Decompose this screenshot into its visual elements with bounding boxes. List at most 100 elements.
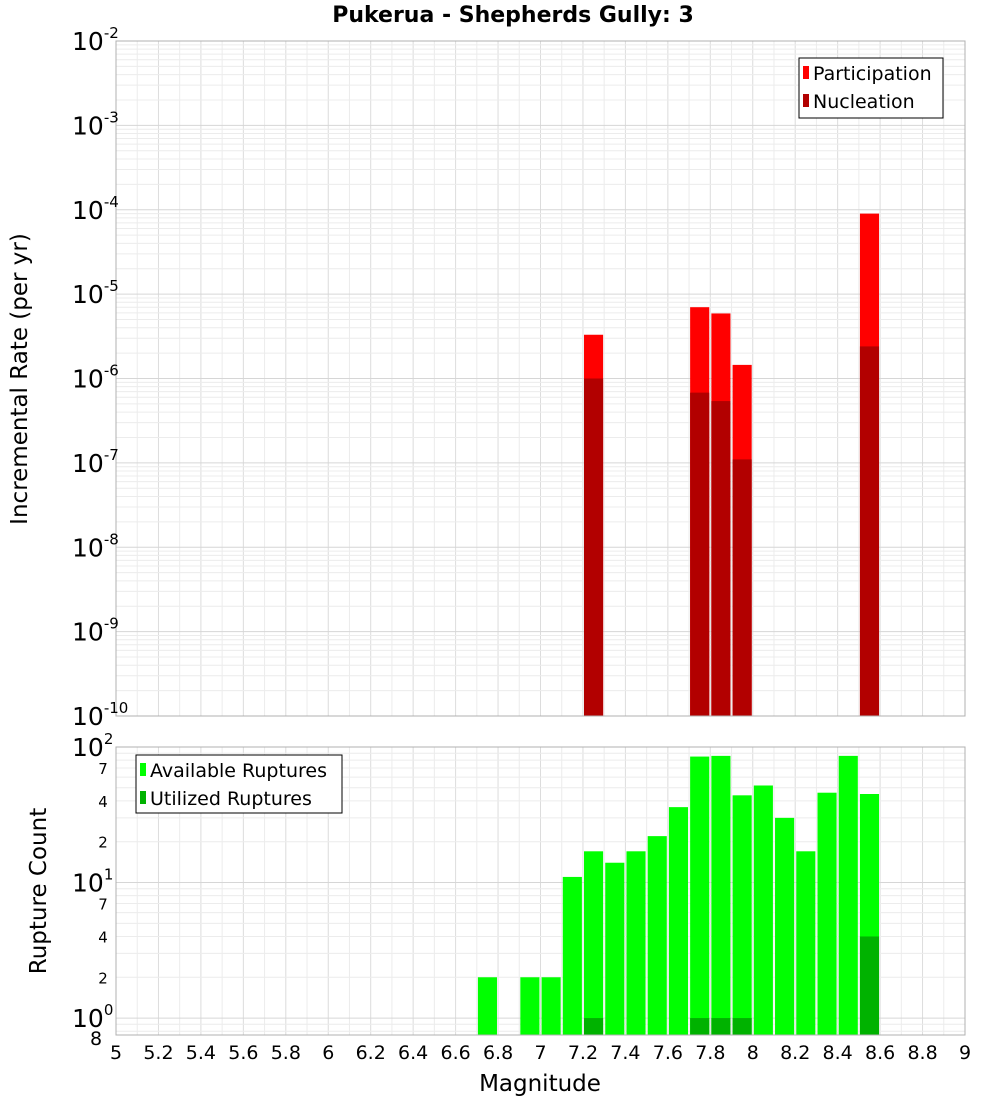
top-y-tick-exponent: -5 bbox=[104, 277, 119, 295]
x-tick-label: 6 bbox=[322, 1042, 334, 1064]
x-tick-label: 7 bbox=[534, 1042, 546, 1064]
bottom-y-tick-base: 10 bbox=[72, 1004, 104, 1033]
available-ruptures-bar bbox=[690, 756, 710, 1035]
utilized-ruptures-bar bbox=[732, 1018, 752, 1035]
nucleation-bar bbox=[690, 392, 710, 716]
bottom-y-tick-exponent: 2 bbox=[104, 730, 114, 748]
legend-label-nucleation: Nucleation bbox=[813, 91, 915, 113]
available-ruptures-bar bbox=[477, 977, 497, 1035]
x-tick-label: 7.8 bbox=[695, 1042, 725, 1064]
top-y-tick-label: 10-10 bbox=[72, 699, 128, 731]
bottom-y-minor-tick-label: 4 bbox=[98, 928, 108, 946]
bottom-y-tick-exponent: 0 bbox=[104, 1001, 114, 1019]
bottom-bars bbox=[477, 755, 880, 1035]
top-y-tick-base: 10 bbox=[72, 196, 104, 225]
available-ruptures-bar bbox=[838, 755, 858, 1035]
top-y-tick-exponent: -3 bbox=[104, 108, 119, 126]
x-tick-label: 8.6 bbox=[865, 1042, 895, 1064]
x-tick-labels: 5 5.2 5.4 5.6 5.8 6 6.2 6.4 6.6 6.8 7 7.2 7.4 7.6 7.8 8… bbox=[110, 1042, 971, 1064]
top-y-tick-exponent: -10 bbox=[104, 699, 129, 717]
x-tick-label: 6.2 bbox=[356, 1042, 386, 1064]
top-y-tick-exponent: -8 bbox=[104, 530, 119, 548]
available-ruptures-bar bbox=[796, 851, 816, 1035]
chart-title: Pukerua - Shepherds Gully: 3 bbox=[332, 3, 694, 28]
top-y-tick-base: 10 bbox=[72, 702, 104, 731]
top-y-tick-base: 10 bbox=[72, 449, 104, 478]
bottom-y-tick-label: 101 bbox=[72, 866, 113, 898]
legend-swatch-utilized bbox=[140, 791, 146, 804]
legend-swatch-nucleation bbox=[803, 94, 809, 107]
x-tick-label: 5.4 bbox=[186, 1042, 216, 1064]
utilized-ruptures-bar bbox=[690, 1018, 710, 1035]
x-tick-label: 7.4 bbox=[610, 1042, 640, 1064]
top-y-tick-label: 10-4 bbox=[72, 193, 119, 225]
available-ruptures-bar bbox=[626, 851, 646, 1035]
x-tick-label: 8.2 bbox=[780, 1042, 810, 1064]
top-y-tick-base: 10 bbox=[72, 618, 104, 647]
available-ruptures-bar bbox=[562, 876, 582, 1035]
x-axis-title: Magnitude bbox=[479, 1071, 601, 1097]
top-y-tick-base: 10 bbox=[72, 27, 104, 56]
bottom-y-minor-tick-label: 7 bbox=[98, 896, 108, 914]
available-ruptures-bar bbox=[711, 755, 731, 1035]
x-tick-label: 8.4 bbox=[823, 1042, 853, 1064]
available-ruptures-bar bbox=[605, 862, 625, 1035]
bottom-y-tick-base: 10 bbox=[72, 733, 104, 762]
available-ruptures-bar bbox=[520, 977, 540, 1035]
top-y-tick-label: 10-6 bbox=[72, 362, 119, 394]
top-y-tick-label: 10-2 bbox=[72, 24, 119, 56]
bottom-y-minor-tick-label: 2 bbox=[98, 969, 108, 987]
top-legend: Participation Nucleation bbox=[798, 57, 944, 119]
top-y-tick-exponent: -4 bbox=[104, 193, 119, 211]
top-y-tick-exponent: -9 bbox=[104, 615, 119, 633]
top-y-tick-label: 10-9 bbox=[72, 615, 119, 647]
available-ruptures-bar bbox=[753, 785, 773, 1035]
utilized-ruptures-bar bbox=[711, 1018, 731, 1035]
x-tick-label: 9 bbox=[959, 1042, 971, 1064]
bottom-y-tick-exponent: 1 bbox=[104, 866, 114, 884]
x-tick-label: 7.2 bbox=[568, 1042, 598, 1064]
available-ruptures-bar bbox=[584, 851, 604, 1035]
bottom-y-minor-tick-label: 2 bbox=[98, 834, 108, 852]
x-tick-label: 6.4 bbox=[398, 1042, 428, 1064]
x-tick-label: 5.6 bbox=[228, 1042, 258, 1064]
available-ruptures-bar bbox=[541, 977, 561, 1035]
bottom-y-axis-title: Rupture Count bbox=[26, 808, 52, 974]
legend-label-utilized: Utilized Ruptures bbox=[150, 788, 312, 810]
legend-label-available: Available Ruptures bbox=[150, 760, 327, 782]
bottom-plot-frame bbox=[115, 746, 966, 1036]
top-y-tick-base: 10 bbox=[72, 111, 104, 140]
utilized-ruptures-bar bbox=[584, 1018, 604, 1035]
nucleation-bar bbox=[859, 346, 880, 716]
available-ruptures-bar bbox=[668, 807, 689, 1035]
bottom-y-minor-tick-label: 7 bbox=[98, 760, 108, 778]
bottom-y-tick-label: 100 bbox=[72, 1001, 113, 1033]
top-y-tick-exponent: -7 bbox=[104, 446, 119, 464]
legend-swatch-participation bbox=[803, 66, 809, 79]
top-bars bbox=[584, 213, 880, 717]
bottom-y-tick-base: 10 bbox=[72, 869, 104, 898]
top-y-tick-base: 10 bbox=[72, 365, 104, 394]
top-plot-frame bbox=[115, 40, 966, 717]
nucleation-bar bbox=[732, 459, 752, 716]
top-y-tick-base: 10 bbox=[72, 280, 104, 309]
nucleation-bar bbox=[711, 401, 731, 716]
top-y-tick-label: 10-7 bbox=[72, 446, 119, 478]
bottom-y-minor-tick-label: 4 bbox=[98, 793, 108, 811]
top-legend-box bbox=[798, 57, 944, 119]
bottom-legend: Available Ruptures Utilized Ruptures bbox=[135, 754, 343, 814]
utilized-ruptures-bar bbox=[859, 936, 880, 1035]
legend-label-participation: Participation bbox=[813, 63, 932, 85]
bottom-y-tick-label: 102 bbox=[72, 730, 113, 762]
x-tick-label: 6.8 bbox=[483, 1042, 513, 1064]
top-y-tick-exponent: -6 bbox=[104, 362, 119, 380]
bottom-y-minor-tick-label: 8 bbox=[90, 1028, 102, 1050]
top-grid bbox=[115, 41, 966, 717]
x-tick-label: 8.8 bbox=[907, 1042, 937, 1064]
x-tick-label: 8 bbox=[747, 1042, 759, 1064]
x-tick-label: 5 bbox=[110, 1042, 122, 1064]
